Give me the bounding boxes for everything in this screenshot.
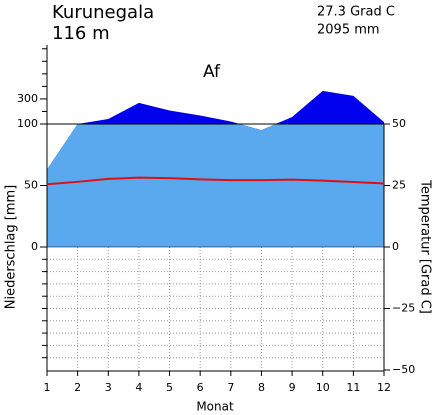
temperature-line [46,176,385,186]
x-tick-label: 7 [227,381,234,394]
y2-tick-label: 50 [392,117,406,130]
y-axis-label: Niederschlag [mm] [4,185,19,310]
x-axis-label: Monat [196,400,234,414]
y-tick-label: 100 [17,117,38,130]
x-tick-label: 11 [346,381,360,394]
x-tick-label: 12 [377,381,391,394]
x-tick-label: 8 [258,381,265,394]
x-tick-label: 10 [316,381,330,394]
y-tick-label: 50 [24,179,38,192]
y2-tick-label: 25 [392,179,406,192]
precipitation-area [47,124,384,247]
climate-class: Af [203,62,221,82]
x-tick-label: 9 [289,381,296,394]
x-tick-label: 4 [135,381,142,394]
y2-tick-label: −50 [392,363,415,376]
x-tick-label: 2 [74,381,81,394]
annual-precipitation: 2095 mm [317,23,380,38]
y2-axis-label: Temperatur [Grad C] [418,179,433,314]
x-tick-label: 1 [44,381,51,394]
elevation: 116 m [52,23,110,44]
mean-temperature: 27.3 Grad C [317,5,395,20]
station: Kurunegala [52,2,154,23]
x-tick-label: 3 [105,381,112,394]
x-tick-label: 5 [166,381,173,394]
x-tick-label: 6 [197,381,204,394]
y2-tick-label: 0 [392,240,399,253]
y-tick-label: 0 [31,240,38,253]
y2-tick-label: −25 [392,302,415,315]
y-tick-label: 300 [17,92,38,105]
